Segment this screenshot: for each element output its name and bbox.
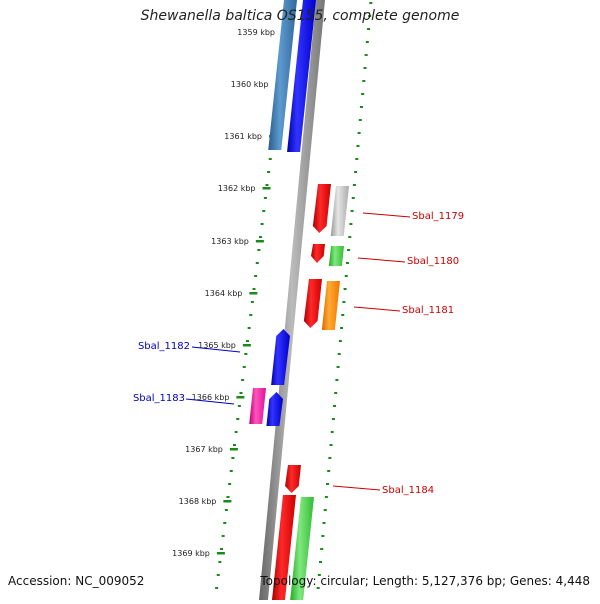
callout-leader-line: [357, 257, 406, 263]
gene-label[interactable]: Sbal_1181: [402, 305, 454, 316]
kbp-tick-mark: [255, 240, 264, 243]
kbp-tick-mark: [236, 396, 245, 399]
gene-label[interactable]: Sbal_1184: [382, 485, 434, 496]
topology-summary: Topology: circular; Length: 5,127,376 bp…: [260, 574, 590, 588]
gene-feature-green-long[interactable]: [290, 497, 314, 600]
kbp-tick-label: 1359 kbp: [237, 28, 275, 37]
map-title: Shewanella baltica OS155, complete genom…: [140, 8, 460, 24]
kbp-tick-mark: [242, 344, 251, 347]
gene-label[interactable]: Sbal_1183: [133, 393, 185, 404]
callout-leader-line: [185, 398, 235, 405]
kbp-tick-label: 1361 kbp: [224, 132, 262, 141]
gene-label[interactable]: Sbal_1179: [412, 211, 464, 222]
kbp-tick-mark: [216, 552, 225, 555]
gene-feature-blue[interactable]: [287, 0, 316, 152]
kbp-tick-label: 1366 kbp: [192, 393, 230, 402]
gene-feature-orange[interactable]: [321, 281, 340, 330]
kbp-tick-label: 1365 kbp: [198, 341, 236, 350]
callout-leader-line: [362, 212, 411, 218]
kbp-tick-label: 1362 kbp: [218, 184, 256, 193]
gene-feature-sbal-1181-red[interactable]: [303, 279, 322, 328]
kbp-tick-label: 1363 kbp: [211, 237, 249, 246]
gene-feature-sbal-1180-red[interactable]: [311, 244, 325, 263]
gene-label[interactable]: Sbal_1180: [407, 256, 459, 267]
gene-feature-sbal-1184-red[interactable]: [285, 465, 301, 493]
kbp-tick-label: 1364 kbp: [205, 289, 243, 298]
gene-feature-gray[interactable]: [330, 186, 349, 236]
gene-feature-sbal-1182-blue[interactable]: [271, 329, 290, 385]
callout-leader-line: [332, 485, 381, 491]
gene-feature-sbal-1183-magenta[interactable]: [249, 388, 266, 424]
callout-leader-line: [191, 346, 241, 353]
gene-feature-red-long[interactable]: [271, 495, 296, 600]
kbp-tick-label: 1369 kbp: [172, 549, 210, 558]
backbone: [259, 0, 325, 600]
callout-leader-line: [353, 306, 401, 312]
gene-features: [249, 0, 349, 600]
gene-feature-sbal-1179-red[interactable]: [312, 184, 331, 233]
gene-feature-green[interactable]: [328, 246, 344, 266]
kbp-tick-mark: [249, 292, 258, 295]
kbp-tick-label: 1368 kbp: [179, 497, 217, 506]
accession-text: Accession: NC_009052: [8, 574, 145, 588]
gene-label[interactable]: Sbal_1182: [138, 341, 190, 352]
kbp-tick-mark: [223, 500, 232, 503]
gene-callouts: Sbal_1179 Sbal_1180 Sbal_1181 Sbal_1182 Sbal…: [133, 211, 464, 496]
kbp-tick-label: 1360 kbp: [231, 80, 269, 89]
gene-feature-steelblue[interactable]: [268, 0, 297, 150]
kbp-tick-mark: [229, 448, 238, 451]
gene-feature-blue-2[interactable]: [266, 392, 283, 426]
kbp-tick-label: 1367 kbp: [185, 445, 223, 454]
kbp-tick-mark: [262, 187, 271, 190]
ticks-inner-dotted: [316, 2, 373, 589]
